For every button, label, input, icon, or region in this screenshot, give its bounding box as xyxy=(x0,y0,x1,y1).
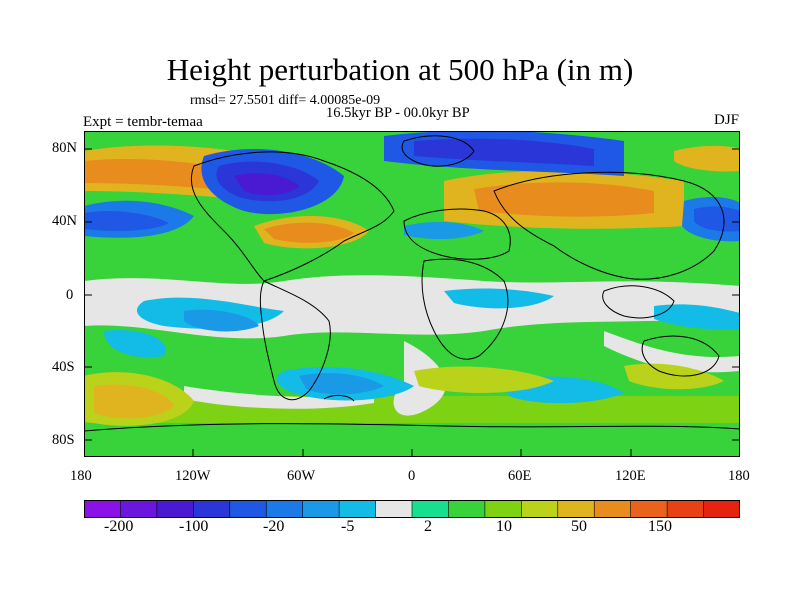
colorbar-swatch xyxy=(630,500,668,518)
colorbar-swatch xyxy=(120,500,158,518)
colorbar-swatch xyxy=(302,500,340,518)
colorbar-swatch xyxy=(593,500,632,518)
colorbar-label: 10 xyxy=(496,518,512,535)
colorbar-label: -100 xyxy=(179,518,209,535)
colorbar-swatch xyxy=(375,500,413,518)
colorbar-label: -5 xyxy=(341,518,355,535)
lon-label-180e: 180 xyxy=(728,468,750,484)
colorbar-swatch xyxy=(557,500,596,518)
colorbar-swatch xyxy=(666,500,705,518)
lon-label-0: 0 xyxy=(408,468,416,484)
experiment-label: Expt = tembr-temaa xyxy=(83,114,203,130)
coastlines xyxy=(84,135,740,432)
colorbar-swatch xyxy=(521,500,559,518)
lat-label-80n: 80N xyxy=(52,140,77,156)
colorbar-swatch xyxy=(448,500,486,518)
colorbar-label: -200 xyxy=(104,518,134,535)
colorbar-swatch xyxy=(156,500,195,518)
lon-label-180w: 180 xyxy=(70,468,92,484)
colorbar-label: 150 xyxy=(648,518,672,535)
colorbar-swatch xyxy=(229,500,268,518)
colorbar-label: 50 xyxy=(571,518,587,535)
height-field xyxy=(84,131,740,457)
colorbar-swatch xyxy=(84,500,122,518)
lat-label-40n: 40N xyxy=(52,213,77,229)
colorbar-swatch xyxy=(265,500,304,518)
colorbar-label: -20 xyxy=(263,518,285,535)
season-label: DJF xyxy=(713,112,739,128)
colorbar-swatch xyxy=(193,500,231,518)
colorbar-label: 2 xyxy=(424,518,432,535)
lat-label-eq: 0 xyxy=(66,287,74,303)
lon-label-60e: 60E xyxy=(508,468,532,484)
lon-label-120w: 120W xyxy=(175,468,211,484)
lat-label-40s: 40S xyxy=(52,359,75,375)
colorbar-swatch xyxy=(411,500,450,518)
colorbar-swatch xyxy=(484,500,523,518)
lat-label-80s: 80S xyxy=(52,432,75,448)
map-panel xyxy=(84,131,740,457)
period-label: 16.5kyr BP - 00.0kyr BP xyxy=(326,105,470,121)
lon-label-60w: 60W xyxy=(287,468,316,484)
lon-label-120e: 120E xyxy=(615,468,646,484)
colorbar-swatch xyxy=(338,500,377,518)
stats-label: rmsd= 27.5501 diff= 4.00085e-09 xyxy=(190,93,381,108)
plot-title: Height perturbation at 500 hPa (in m) xyxy=(166,52,634,87)
colorbar xyxy=(84,500,740,518)
colorbar-swatch xyxy=(703,500,740,518)
axis-ticks xyxy=(84,148,740,457)
